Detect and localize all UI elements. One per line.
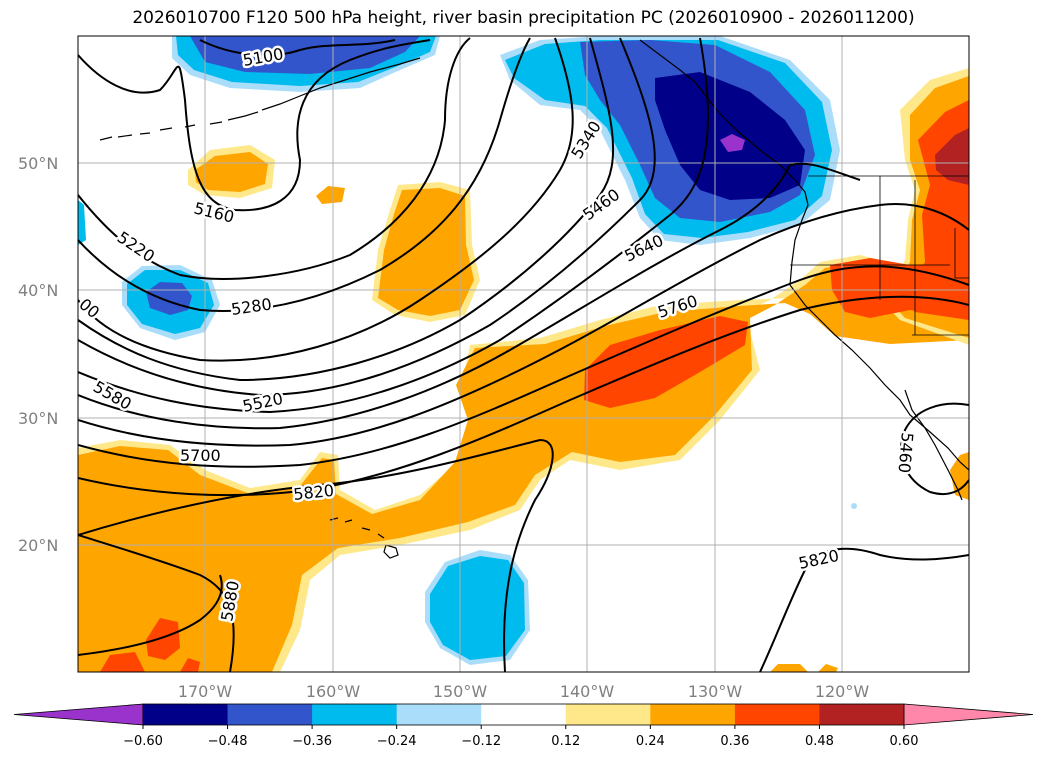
shade-positive-mid-pacific xyxy=(378,188,474,316)
shade-positive-red-offshore xyxy=(584,316,748,408)
latitude-labels: 50°N 40°N 30°N 20°N xyxy=(18,154,58,555)
colorbar-swatch xyxy=(143,704,229,725)
lon-label: 130°W xyxy=(688,682,743,701)
colorbar-extend-high xyxy=(903,703,1034,726)
height-contours xyxy=(78,37,969,672)
contour-5460 xyxy=(78,37,656,397)
colorbar-tick-label: −0.12 xyxy=(461,734,501,749)
shade-positive-orange xyxy=(78,258,969,672)
shade-positive-small-2 xyxy=(316,186,345,204)
shade-negative-medblue-alaska xyxy=(190,36,420,74)
precip-shading xyxy=(78,36,969,672)
contour-5400 xyxy=(78,37,615,382)
colorbar-tick-label: 0.12 xyxy=(551,734,580,749)
contour-label: 5460 xyxy=(894,432,916,474)
colorbar-extend-low xyxy=(13,703,144,726)
colorbar-swatch xyxy=(565,704,651,725)
shade-positive-ne-darkred xyxy=(935,128,969,185)
contour-5460-mexico xyxy=(900,402,969,496)
lat-label: 30°N xyxy=(18,409,58,428)
contour-5700 xyxy=(78,265,969,468)
hawaiian-islands xyxy=(329,517,399,559)
lon-label: 140°W xyxy=(560,682,615,701)
colorbar-tick-label: −0.60 xyxy=(123,734,163,749)
coastlines xyxy=(99,39,969,559)
shade-positive-small-1b xyxy=(195,152,268,192)
lon-label: 150°W xyxy=(433,682,488,701)
colorbar-tick-label: 0.36 xyxy=(720,734,749,749)
colorbar-tick-label: 0.48 xyxy=(805,734,834,749)
shade-negative-blue-south xyxy=(430,556,525,660)
graticule xyxy=(78,36,969,672)
contour-5880-b xyxy=(78,574,223,656)
colorbar-swatch xyxy=(734,704,820,725)
contour-5340 xyxy=(78,37,574,362)
lat-label: 50°N xyxy=(18,154,58,173)
colorbar-tick-label: 0.24 xyxy=(636,734,665,749)
colorbar-tick-label: −0.48 xyxy=(208,734,248,749)
contour-5580 xyxy=(78,162,861,430)
contour-5160 xyxy=(78,39,431,212)
map-title: 2026010700 F120 500 hPa height, river ba… xyxy=(132,8,915,28)
contour-5520 xyxy=(78,37,710,414)
colorbar-swatch xyxy=(650,704,736,725)
shade-negative-west-edge xyxy=(78,200,86,245)
lat-label: 40°N xyxy=(18,281,58,300)
shade-negative-purple-bc xyxy=(720,134,745,152)
contour-5100 xyxy=(199,39,396,57)
colorbar-swatch xyxy=(227,704,313,725)
contour-5760 xyxy=(78,295,969,497)
shade-positive-mexico xyxy=(950,452,969,500)
colorbar: −0.60 −0.48 −0.36 −0.24 −0.12 0.12 0.24 0.36 0.4… xyxy=(13,703,1034,749)
contour-5220 xyxy=(78,37,471,280)
lon-label: 120°W xyxy=(815,682,870,701)
contour-label: 5700 xyxy=(180,446,221,465)
colorbar-tick-label: −0.36 xyxy=(292,734,332,749)
shade-negative-dot xyxy=(851,503,857,509)
contour-5640 xyxy=(78,203,969,447)
contour-5280 xyxy=(78,37,531,312)
colorbar-frame xyxy=(142,703,905,726)
contour-5820-south xyxy=(759,547,969,672)
colorbar-tick-label: −0.24 xyxy=(377,734,417,749)
colorbar-swatch xyxy=(396,704,482,725)
contour-5880 xyxy=(78,534,235,672)
us-state-lines xyxy=(790,176,969,336)
colorbar-tick-label: 0.60 xyxy=(890,734,919,749)
north-america-coast xyxy=(639,39,969,471)
colorbar-swatch xyxy=(819,704,905,725)
lon-label: 170°W xyxy=(178,682,233,701)
colorbar-swatch xyxy=(481,704,567,725)
lon-label: 160°W xyxy=(306,682,361,701)
contour-5820-north xyxy=(78,438,554,672)
colorbar-swatch xyxy=(312,704,398,725)
lat-label: 20°N xyxy=(18,536,58,555)
shade-positive-red-south xyxy=(100,618,200,672)
shade-positive-bottom xyxy=(770,664,838,672)
aleutian-islands xyxy=(99,57,421,141)
longitude-labels: 170°W 160°W 150°W 140°W 130°W 120°W xyxy=(178,682,870,701)
map-frame xyxy=(77,35,970,673)
